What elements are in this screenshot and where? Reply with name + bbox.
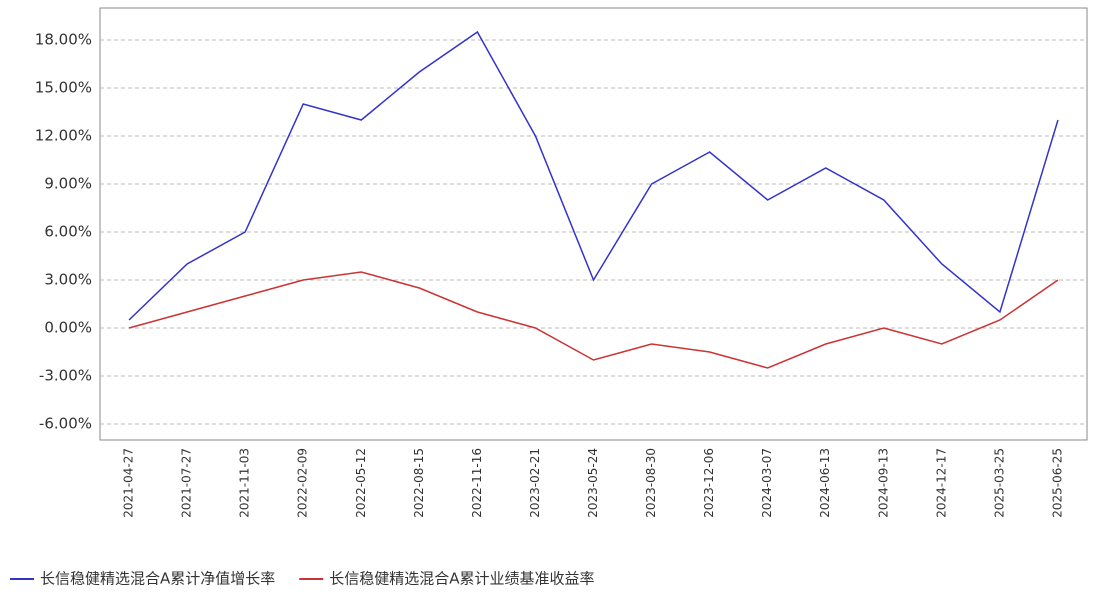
y-tick-label: 3.00% — [44, 271, 92, 289]
y-tick-label: 6.00% — [44, 223, 92, 241]
x-tick-label: 2025-06-25 — [1050, 448, 1064, 518]
x-tick-label: 2021-04-27 — [122, 448, 136, 518]
y-tick-label: 0.00% — [44, 319, 92, 337]
x-tick-label: 2025-03-25 — [992, 448, 1006, 518]
x-tick-label: 2024-12-17 — [934, 448, 948, 518]
x-tick-label: 2021-11-03 — [238, 448, 252, 518]
x-tick-label: 2022-02-09 — [296, 448, 310, 518]
x-tick-label: 2022-11-16 — [470, 448, 484, 518]
series-line — [129, 32, 1058, 320]
x-tick-label: 2023-02-21 — [528, 448, 542, 518]
y-tick-label: 9.00% — [44, 175, 92, 193]
series-line — [129, 272, 1058, 368]
chart: -6.00% -3.00% 0.00% 3.00% 6.00% 9.00% 12.00% 15… — [0, 0, 1104, 599]
x-tick-label: 2023-05-24 — [586, 448, 600, 518]
x-tick-label: 2024-09-13 — [876, 448, 890, 518]
x-tick-label: 2022-05-12 — [354, 448, 368, 518]
x-tick-label: 2023-12-06 — [702, 448, 716, 518]
x-tick-label: 2022-08-15 — [412, 448, 426, 518]
x-tick-label: 2024-03-07 — [760, 448, 774, 518]
y-tick-label: -3.00% — [39, 367, 92, 385]
legend-label: 长信稳健精选混合A累计净值增长率 — [40, 570, 275, 588]
y-tick-label: 18.00% — [35, 31, 92, 49]
x-tick-label: 2024-06-13 — [818, 448, 832, 518]
x-tick-label: 2023-08-30 — [644, 448, 658, 518]
legend-label: 长信稳健精选混合A累计业绩基准收益率 — [329, 570, 594, 588]
y-tick-label: -6.00% — [39, 415, 92, 433]
y-tick-label: 15.00% — [35, 79, 92, 97]
y-tick-label: 12.00% — [35, 127, 92, 145]
x-tick-label: 2021-07-27 — [180, 448, 194, 518]
